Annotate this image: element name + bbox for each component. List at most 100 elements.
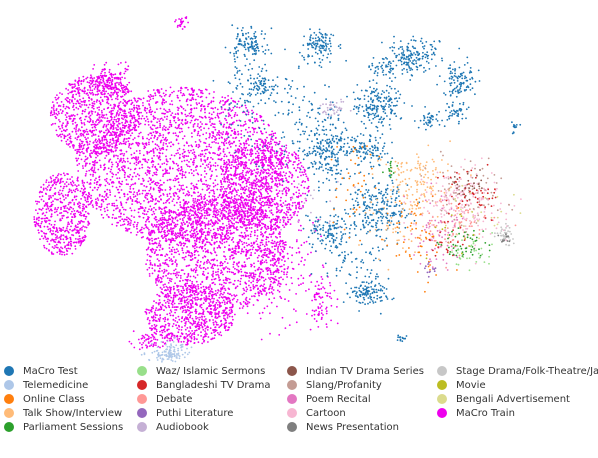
scatter-point	[154, 143, 157, 146]
scatter-point	[73, 108, 75, 111]
scatter-point	[92, 123, 94, 126]
scatter-point	[165, 160, 168, 162]
scatter-point	[70, 141, 72, 144]
scatter-point	[227, 112, 230, 114]
scatter-point	[152, 210, 155, 213]
scatter-point	[169, 157, 172, 160]
scatter-point	[213, 236, 216, 239]
scatter-point	[119, 169, 121, 172]
scatter-point	[151, 165, 154, 168]
scatter-point	[153, 206, 155, 209]
scatter-point	[196, 233, 199, 236]
scatter-point	[226, 270, 229, 273]
scatter-point	[121, 152, 123, 155]
scatter-point	[56, 133, 58, 136]
scatter-point	[78, 146, 81, 149]
scatter-point	[97, 118, 99, 121]
scatter-point	[184, 234, 187, 237]
scatter-point	[185, 252, 188, 254]
scatter-point	[156, 221, 159, 223]
scatter-point	[193, 251, 196, 254]
scatter-point	[192, 184, 195, 187]
scatter-point	[107, 215, 110, 218]
scatter-point	[212, 96, 215, 99]
scatter-point	[93, 123, 96, 126]
scatter-point	[147, 192, 150, 195]
scatter-point	[247, 234, 250, 237]
scatter-point	[216, 201, 218, 204]
scatter-point	[161, 247, 164, 250]
scatter-point	[107, 102, 110, 105]
scatter-point	[271, 175, 274, 178]
scatter-point	[240, 231, 243, 234]
scatter-point	[72, 147, 75, 149]
scatter-point	[127, 146, 130, 148]
scatter-point	[145, 226, 148, 229]
scatter-point	[69, 247, 71, 250]
scatter-point	[84, 90, 86, 93]
scatter-point	[142, 212, 144, 215]
scatter-point	[85, 138, 87, 141]
scatter-point	[62, 195, 65, 198]
scatter-point	[101, 120, 103, 122]
scatter-point	[105, 177, 108, 180]
scatter-point	[203, 244, 206, 247]
scatter-point	[225, 130, 228, 133]
scatter-point	[105, 138, 108, 141]
scatter-point	[274, 132, 277, 135]
scatter-point	[265, 294, 268, 296]
scatter-point	[98, 116, 101, 119]
scatter-point	[207, 286, 210, 289]
scatter-point	[223, 238, 225, 241]
scatter-point	[203, 183, 206, 186]
scatter-point	[200, 224, 203, 227]
scatter-point	[147, 90, 150, 92]
scatter-point	[142, 102, 144, 104]
scatter-point	[122, 220, 125, 223]
scatter-point	[195, 243, 198, 246]
scatter-point	[72, 119, 75, 122]
scatter-point	[157, 274, 160, 277]
scatter-point	[57, 206, 60, 209]
scatter-point	[255, 199, 258, 202]
scatter-point	[168, 243, 171, 246]
scatter-point	[65, 143, 68, 145]
scatter-point	[116, 147, 118, 149]
scatter-point	[202, 163, 204, 166]
scatter-point	[152, 152, 155, 154]
scatter-point	[162, 92, 165, 95]
scatter-point	[184, 122, 187, 124]
scatter-point	[187, 144, 190, 147]
scatter-point	[159, 244, 162, 247]
scatter-point	[67, 247, 70, 250]
scatter-point	[90, 197, 92, 200]
scatter-point	[61, 93, 63, 95]
scatter-point	[174, 239, 176, 242]
scatter-point	[195, 234, 197, 237]
scatter-point	[191, 282, 194, 285]
scatter-point	[200, 91, 202, 94]
scatter-point	[129, 110, 132, 113]
scatter-point	[198, 143, 200, 146]
scatter-point	[209, 262, 212, 265]
scatter-point	[89, 114, 92, 117]
scatter-point	[220, 211, 223, 214]
scatter-point	[54, 96, 57, 99]
scatter-point	[192, 124, 195, 126]
scatter-point	[151, 237, 153, 240]
scatter-point	[144, 172, 147, 175]
scatter-point	[180, 229, 183, 232]
scatter-point	[52, 105, 55, 108]
scatter-point	[245, 235, 247, 238]
scatter-point	[149, 263, 152, 266]
scatter-point	[146, 227, 149, 230]
scatter-point	[202, 263, 205, 265]
scatter-point	[173, 117, 175, 120]
scatter-point	[262, 254, 265, 256]
scatter-point	[42, 200, 45, 203]
scatter-point	[71, 144, 74, 147]
scatter-point	[93, 129, 95, 132]
scatter-point	[193, 232, 196, 235]
scatter-point	[212, 272, 215, 275]
scatter-point	[247, 171, 250, 174]
